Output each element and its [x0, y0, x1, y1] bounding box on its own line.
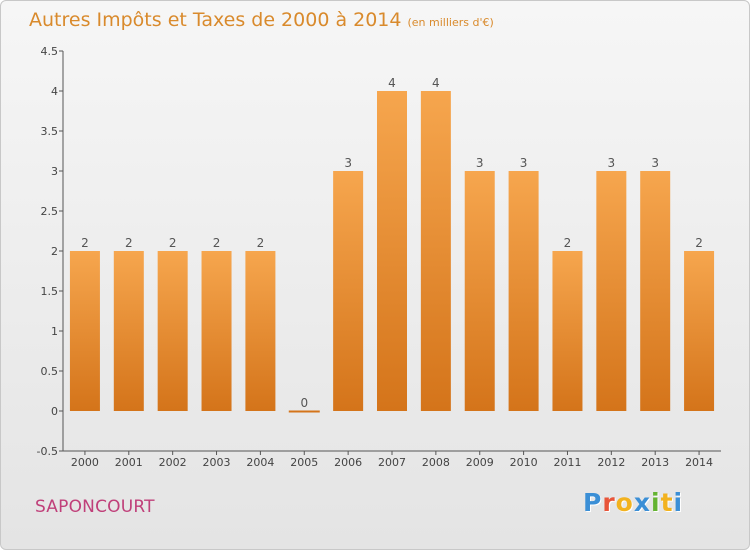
- bar: [684, 251, 715, 411]
- logo-letter: i: [673, 488, 684, 517]
- data-label: 2: [695, 236, 703, 250]
- bar: [464, 171, 495, 411]
- data-label: 3: [476, 156, 484, 170]
- data-label: 0: [300, 396, 308, 410]
- bar: [69, 251, 100, 411]
- x-tick-label: 2006: [334, 456, 362, 469]
- y-tick-label: 1.5: [41, 285, 59, 298]
- y-tick-label: -0.5: [37, 445, 58, 458]
- data-label: 3: [344, 156, 352, 170]
- logo-letter: i: [651, 488, 661, 517]
- bar: [113, 251, 144, 411]
- x-tick-label: 2013: [641, 456, 669, 469]
- x-tick-label: 2010: [510, 456, 538, 469]
- data-label: 2: [257, 236, 265, 250]
- bar: [377, 91, 407, 411]
- x-tick-label: 2003: [203, 456, 231, 469]
- bars: [69, 91, 715, 413]
- chart-title: Autres Impôts et Taxes de 2000 à 2014: [29, 9, 402, 31]
- bar: [201, 251, 232, 411]
- y-tick-label: 2: [51, 245, 58, 258]
- y-tick-label: 0: [51, 405, 58, 418]
- y-tick-label: 0.5: [41, 365, 59, 378]
- proxiti-logo: Proxiti: [583, 488, 683, 517]
- data-labels: 2 2 2 2 2 0 3 4 4 3 3 2 3 3 2: [81, 76, 703, 410]
- y-tick-label: 2.5: [41, 205, 59, 218]
- bar: [288, 410, 320, 413]
- bar: [245, 251, 276, 411]
- data-label: 2: [81, 236, 89, 250]
- x-tick-label: 2009: [466, 456, 494, 469]
- bar: [420, 91, 451, 411]
- x-tick-label: 2000: [71, 456, 99, 469]
- y-tick-label: 1: [51, 325, 58, 338]
- data-label: 2: [213, 236, 221, 250]
- logo-letter: o: [615, 488, 634, 517]
- data-label: 3: [608, 156, 616, 170]
- logo-letter: r: [602, 488, 616, 517]
- bar: [552, 251, 583, 411]
- y-tick-label: 3.5: [41, 125, 59, 138]
- x-tick-label: 2007: [378, 456, 406, 469]
- data-label: 4: [432, 76, 440, 90]
- chart-title-group: Autres Impôts et Taxes de 2000 à 2014 (en…: [29, 9, 494, 31]
- data-label: 2: [169, 236, 177, 250]
- x-tick-label: 2002: [159, 456, 187, 469]
- bar: [640, 171, 671, 411]
- x-tick-label: 2012: [597, 456, 625, 469]
- x-tick-label: 2008: [422, 456, 450, 469]
- bar: [508, 171, 539, 411]
- data-label: 4: [388, 76, 396, 90]
- y-tick-label: 4.5: [41, 45, 59, 58]
- data-label: 2: [564, 236, 572, 250]
- data-label: 3: [651, 156, 659, 170]
- data-label: 3: [520, 156, 528, 170]
- y-tick-label: 3: [51, 165, 58, 178]
- x-tick-label: 2014: [685, 456, 713, 469]
- bar: [157, 251, 188, 411]
- bar: [333, 171, 364, 411]
- data-label: 2: [125, 236, 133, 250]
- bar: [596, 171, 627, 411]
- x-tick-label: 2011: [553, 456, 581, 469]
- y-tick-label: 4: [51, 85, 58, 98]
- logo-letter: x: [633, 488, 651, 517]
- logo-letter: P: [583, 488, 603, 517]
- x-tick-label: 2001: [115, 456, 143, 469]
- commune-name: SAPONCOURT: [35, 497, 155, 517]
- x-tick-label: 2005: [290, 456, 318, 469]
- chart-unit: (en milliers d'€): [407, 16, 494, 29]
- x-tick-label: 2004: [246, 456, 274, 469]
- axes: -0.5 0 0.5 1 1.5 2 2.5 3 3.5 4 4.5 2000 2001 2002 2003…: [37, 45, 721, 469]
- logo-letter: t: [660, 488, 674, 517]
